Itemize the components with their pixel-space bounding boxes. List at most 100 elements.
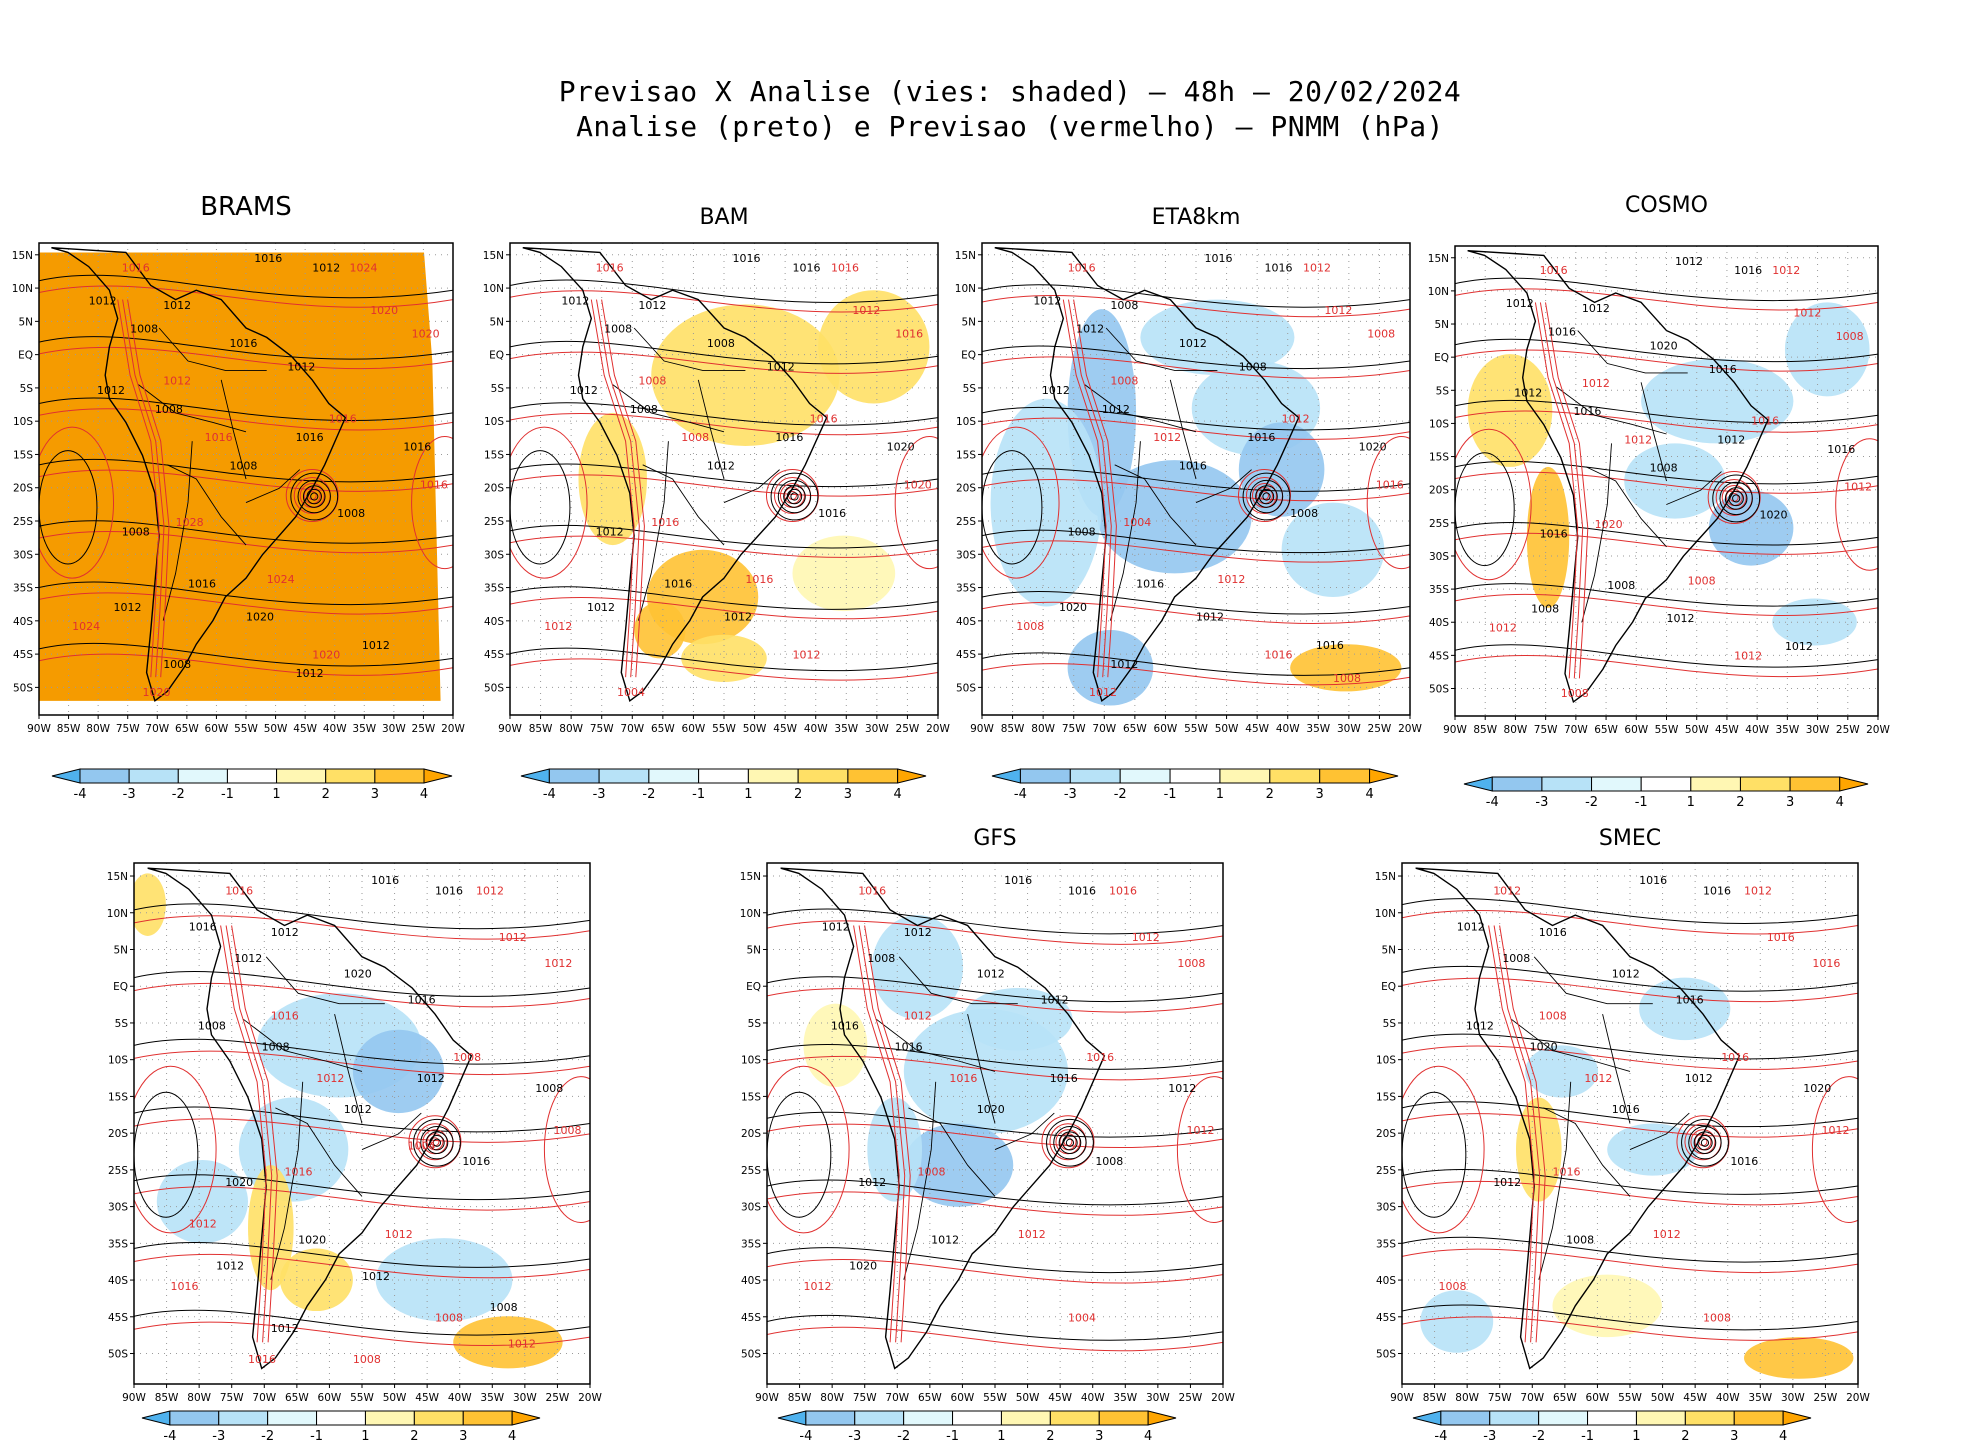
lon-tick-label: 85W bbox=[1423, 1392, 1447, 1404]
lat-tick-label: 35S bbox=[1429, 584, 1449, 596]
bias-shading-area bbox=[651, 304, 840, 446]
lon-tick-label: 70W bbox=[620, 723, 644, 735]
contour-label-analysis: 1016 bbox=[1540, 527, 1568, 540]
contour-label-forecast: 1024 bbox=[350, 261, 378, 274]
bias-shading-area bbox=[1526, 466, 1570, 608]
lat-tick-label: 5N bbox=[1381, 944, 1396, 956]
contour-label-forecast: 1008 bbox=[1110, 375, 1138, 388]
contour-label-forecast: 1012 bbox=[1187, 1124, 1215, 1137]
contour-label-analysis: 1008 bbox=[262, 1041, 290, 1054]
contour-label-forecast: 1012 bbox=[1772, 264, 1800, 277]
lon-tick-label: 35W bbox=[1775, 724, 1799, 736]
lat-tick-label: 40S bbox=[1376, 1275, 1396, 1287]
lat-tick-label: 40S bbox=[741, 1275, 761, 1287]
lon-tick-label: 85W bbox=[788, 1392, 812, 1404]
bias-shading-area bbox=[1467, 354, 1553, 467]
contour-label-analysis: 1016 bbox=[1004, 874, 1032, 887]
contour-label-analysis: 1016 bbox=[296, 431, 324, 444]
contour-label-analysis: 1016 bbox=[1639, 874, 1667, 887]
colorbar-tick-label: -1 bbox=[221, 787, 234, 802]
contour-label-forecast: 1004 bbox=[1123, 516, 1151, 529]
contour-label-forecast: 1008 bbox=[435, 1311, 463, 1324]
bias-shading-area bbox=[1772, 598, 1857, 646]
contour-label-forecast: 1016 bbox=[831, 261, 859, 274]
contour-label-forecast: 1004 bbox=[1068, 1311, 1096, 1324]
lat-tick-label: 15N bbox=[483, 250, 504, 262]
lat-tick-label: 45S bbox=[1376, 1312, 1396, 1324]
contour-label-analysis: 1020 bbox=[977, 1103, 1005, 1116]
contour-label-analysis: 1008 bbox=[535, 1082, 563, 1095]
lat-tick-label: 10S bbox=[956, 416, 976, 428]
contour-label-analysis: 1008 bbox=[1110, 299, 1138, 312]
lat-tick-label: 30S bbox=[13, 549, 33, 561]
lat-tick-label: 40S bbox=[956, 616, 976, 628]
contour-label-forecast: 1012 bbox=[1324, 304, 1352, 317]
contour-label-forecast: 1020 bbox=[1595, 518, 1623, 531]
contour-label-analysis: 1016 bbox=[792, 261, 820, 274]
colorbar-segment bbox=[648, 768, 700, 784]
lon-tick-label: 45W bbox=[415, 1392, 439, 1404]
figure-title-line-2: Analise (preto) e Previsao (vermelho) – … bbox=[576, 110, 1444, 143]
contour-label-analysis: 1012 bbox=[1033, 294, 1061, 307]
bias-shading-area bbox=[453, 1316, 563, 1369]
lat-tick-label: EQ bbox=[746, 981, 761, 993]
bias-shading-area bbox=[1097, 460, 1252, 574]
bias-shading-area bbox=[1784, 302, 1870, 397]
lon-tick-label: 60W bbox=[1586, 1392, 1610, 1404]
colorbar-segment bbox=[1684, 1410, 1735, 1426]
lat-tick-label: 45S bbox=[956, 649, 976, 661]
bias-shading-area bbox=[1516, 1097, 1562, 1202]
lon-tick-label: 60W bbox=[205, 723, 229, 735]
colorbar-segment bbox=[854, 1410, 905, 1426]
lon-tick-label: 55W bbox=[1184, 723, 1208, 735]
lat-tick-label: 50S bbox=[13, 682, 33, 694]
contour-label-analysis: 1012 bbox=[1168, 1082, 1196, 1095]
lon-tick-label: 75W bbox=[1534, 724, 1558, 736]
contour-label-forecast: 1008 bbox=[1561, 687, 1589, 700]
lon-tick-label: 55W bbox=[350, 1392, 374, 1404]
map-panel-5: 1016 1016 1012 1012 1008 1012 1012 1016 1016 1020… bbox=[740, 862, 1235, 1404]
contour-label-forecast: 1016 bbox=[1767, 931, 1795, 944]
colorbar-segment bbox=[462, 1410, 513, 1426]
colorbar-6: -4 -3 -2 -1 1 2 3 4 bbox=[1412, 1410, 1812, 1444]
contour-label-forecast: 1008 bbox=[681, 431, 709, 444]
map-panel-3: 1012 1016 1012 1012 1016 1020 1016 1012 1016 1008… bbox=[1428, 245, 1890, 736]
bias-shading-area bbox=[578, 412, 647, 546]
contour-label-forecast: 1016 bbox=[1376, 478, 1404, 491]
contour-label-analysis: 1016 bbox=[403, 441, 431, 454]
lat-tick-label: 10S bbox=[1429, 418, 1449, 430]
map-field: 1016 1016 1012 1016 1008 1012 1016 1012 1020 1016… bbox=[1402, 863, 1858, 1384]
lon-tick-label: 70W bbox=[252, 1392, 276, 1404]
lat-tick-label: 10S bbox=[484, 416, 504, 428]
contour-label-forecast: 1016 bbox=[329, 412, 357, 425]
colorbar-tick-label: -2 bbox=[897, 1429, 910, 1444]
contour-label-forecast: 1016 bbox=[810, 412, 838, 425]
lon-tick-label: 20W bbox=[1846, 1392, 1870, 1404]
bias-shading-area bbox=[134, 873, 166, 936]
colorbar-tick-label: 4 bbox=[508, 1429, 516, 1444]
contour-label-forecast: 1008 bbox=[453, 1051, 481, 1064]
colorbar-tick-label: 1 bbox=[361, 1429, 369, 1444]
contour-label-analysis: 1012 bbox=[296, 667, 324, 680]
contour-label-forecast: 1012 bbox=[1844, 480, 1872, 493]
lat-tick-label: 10S bbox=[108, 1055, 128, 1067]
lat-tick-label: 15S bbox=[108, 1091, 128, 1103]
colorbar-segment bbox=[1219, 768, 1271, 784]
contour-label-analysis: 1012 bbox=[858, 1176, 886, 1189]
colorbar-segment bbox=[276, 768, 327, 784]
contour-label-analysis: 1016 bbox=[1068, 884, 1096, 897]
lon-tick-label: 35W bbox=[834, 723, 858, 735]
contour-label-analysis: 1008 bbox=[229, 460, 257, 473]
bias-shading-area bbox=[634, 601, 686, 659]
colorbar-tick-label: 4 bbox=[420, 787, 428, 802]
contour-label-forecast: 1012 bbox=[1018, 1228, 1046, 1241]
map-field: 1016 1016 1016 1012 1012 1020 1016 1008 1008 1012… bbox=[134, 863, 590, 1384]
lon-tick-label: 25W bbox=[1179, 1392, 1203, 1404]
lat-tick-label: 30S bbox=[1429, 551, 1449, 563]
contour-label-analysis: 1008 bbox=[198, 1020, 226, 1033]
contour-label-analysis: 1020 bbox=[344, 968, 372, 981]
colorbar-tick-label: -1 bbox=[692, 787, 705, 802]
contour-label-forecast: 1016 bbox=[1751, 415, 1779, 428]
lat-tick-label: 5S bbox=[1383, 1018, 1397, 1030]
colorbar-tick-label: -1 bbox=[1164, 787, 1177, 802]
